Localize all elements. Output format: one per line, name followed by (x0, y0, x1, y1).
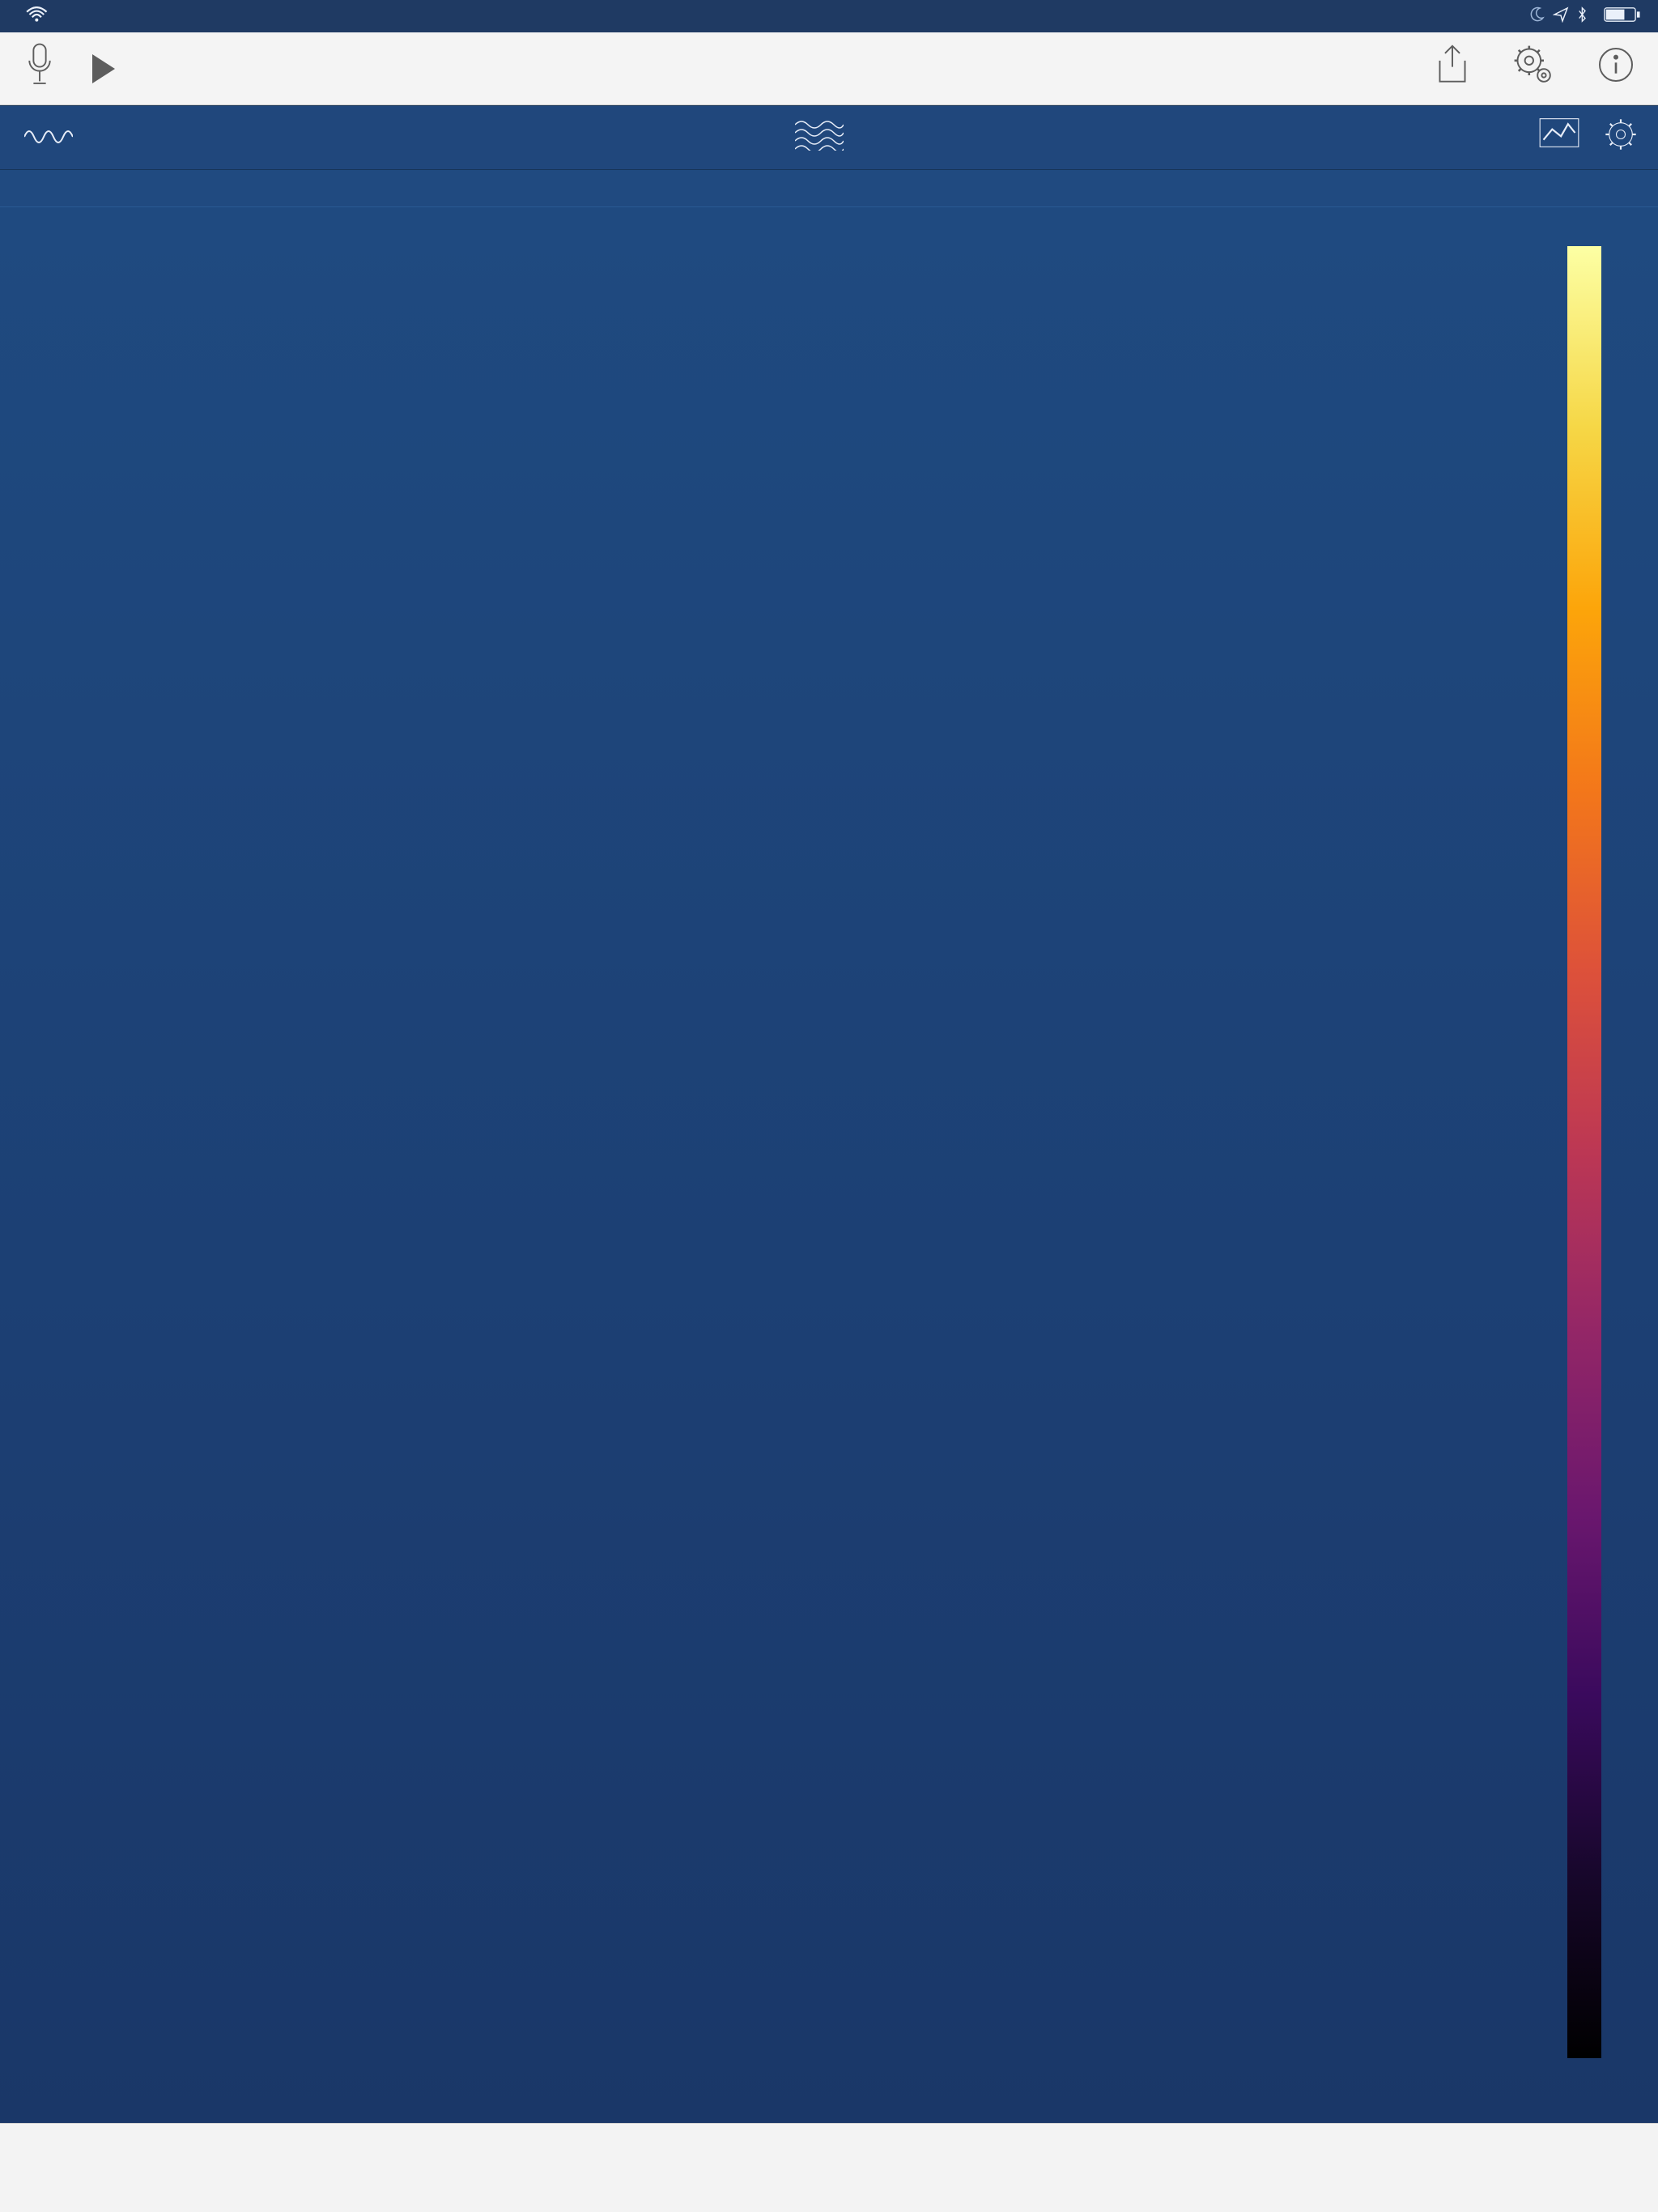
chart-area (0, 207, 1658, 2123)
settings-icon[interactable] (1603, 117, 1639, 160)
colorbar (1567, 246, 1601, 2058)
spectrogram-title-icon (795, 118, 844, 158)
mic-icon[interactable] (23, 42, 57, 96)
main-toolbar (0, 32, 1658, 105)
y-axis (0, 207, 113, 2123)
waveform-icon[interactable] (24, 122, 73, 154)
bluetooth-icon (1577, 5, 1588, 28)
share-icon[interactable] (1435, 44, 1470, 94)
gear-icon[interactable] (1511, 44, 1556, 94)
graph-icon[interactable] (1538, 117, 1580, 160)
x-axis (113, 2058, 1488, 2123)
location-icon (1553, 5, 1569, 28)
wifi-icon (26, 5, 48, 28)
status-bar (0, 0, 1658, 32)
play-button[interactable] (92, 54, 115, 83)
moon-icon (1528, 5, 1545, 28)
mode-header (0, 105, 1658, 170)
spectrogram-canvas (113, 246, 1488, 2058)
spectrogram-plot[interactable] (113, 246, 1488, 2058)
colorbar-column (1488, 207, 1658, 2123)
battery-icon (1604, 5, 1640, 28)
tab-bar (0, 2123, 1658, 2212)
info-icon[interactable] (1596, 45, 1635, 92)
readout-bar (0, 170, 1658, 207)
